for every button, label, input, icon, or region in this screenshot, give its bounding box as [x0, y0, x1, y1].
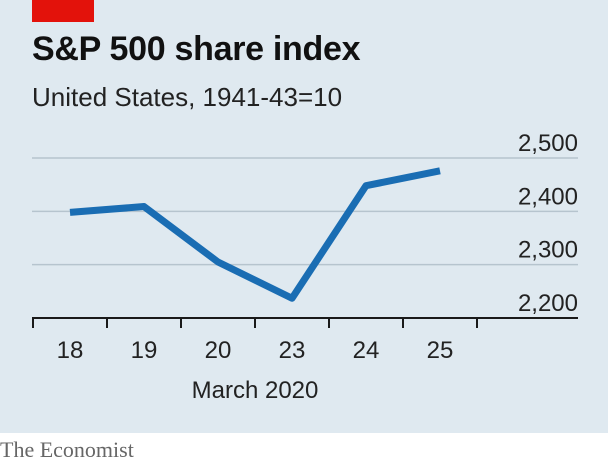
chart-subtitle: United States, 1941-43=10	[32, 82, 343, 112]
x-tick-label: 24	[353, 337, 380, 364]
source-credit: The Economist	[0, 437, 134, 462]
x-tick-label: 23	[279, 337, 306, 364]
x-tick-label: 25	[427, 337, 454, 364]
chart-panel	[0, 0, 608, 433]
x-tick-label: 20	[205, 337, 232, 364]
y-tick-label: 2,500	[518, 130, 578, 157]
series-line	[69, 167, 441, 302]
y-tick-label: 2,300	[518, 237, 578, 264]
chart-title: S&P 500 share index	[32, 30, 361, 68]
y-tick-label: 2,200	[518, 290, 578, 317]
x-axis-label: March 2020	[192, 377, 319, 404]
y-tick-label: 2,400	[518, 183, 578, 210]
x-tick-label: 19	[131, 337, 158, 364]
line-chart: 2,200 2,300 2,400 2,500 18 19 20 23 24 25 March 2…	[32, 130, 578, 404]
x-tick-label: 18	[57, 337, 84, 364]
brand-red-tag	[32, 0, 94, 22]
